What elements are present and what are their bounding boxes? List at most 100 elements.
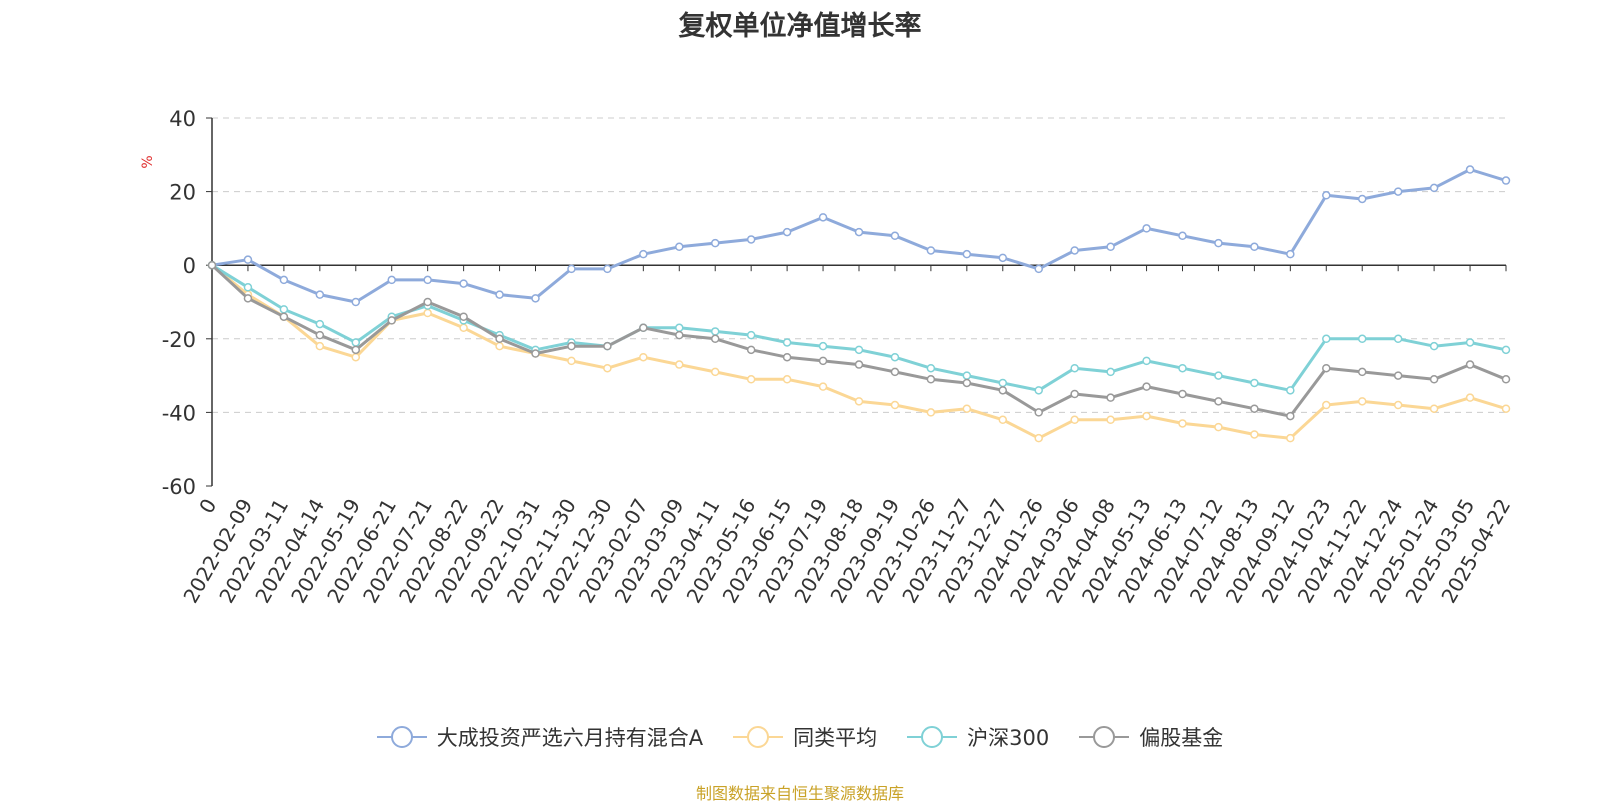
data-point: [1142, 224, 1151, 233]
data-point: [351, 345, 361, 355]
data-point: [1178, 231, 1187, 241]
data-point: [1070, 363, 1079, 373]
data-point: [675, 242, 684, 252]
legend-icon-circle: [390, 726, 413, 748]
data-point: [1429, 404, 1439, 413]
data-point: [782, 338, 792, 347]
data-point: [1286, 249, 1295, 259]
data-point: [926, 375, 936, 384]
data-point: [1322, 334, 1331, 344]
data-point: [746, 345, 756, 355]
data-point: [926, 408, 936, 417]
legend-item[interactable]: 同类平均: [733, 722, 877, 752]
data-point: [1178, 389, 1187, 399]
data-point: [854, 360, 864, 369]
legend-item[interactable]: 沪深300: [907, 722, 1049, 752]
data-point: [1178, 419, 1187, 428]
series-line: [210, 264, 1507, 418]
data-point: [279, 305, 289, 314]
data-point: [675, 323, 684, 333]
data-point: [1429, 341, 1439, 351]
y-tick-label: -20: [162, 328, 196, 352]
data-point: [998, 253, 1008, 263]
data-point: [603, 341, 612, 351]
series-line: [211, 263, 1507, 392]
data-point: [998, 378, 1008, 388]
data-point: [279, 312, 289, 321]
legend-item[interactable]: 大成投资严选六月持有混合A: [376, 722, 703, 752]
data-point: [890, 352, 900, 362]
data-point: [1214, 238, 1223, 248]
data-point: [818, 382, 828, 391]
data-point: [1501, 404, 1511, 413]
data-point: [243, 255, 253, 264]
data-point: [1357, 194, 1367, 204]
data-point: [531, 294, 540, 303]
chart-title: 复权单位净值增长率: [678, 11, 922, 42]
data-point: [1142, 382, 1151, 391]
y-axis: 40 20 0 -20 -40 -60: [162, 107, 213, 499]
data-point: [1465, 360, 1475, 369]
legend-label: 偏股基金: [1139, 726, 1224, 750]
data-point: [818, 213, 828, 222]
data-point: [962, 404, 972, 413]
data-point: [315, 319, 325, 329]
data-point: [746, 235, 756, 244]
data-point: [1106, 415, 1115, 425]
data-point: [1106, 393, 1115, 402]
data-point: [639, 249, 648, 259]
data-point: [1357, 367, 1367, 377]
legend-item[interactable]: 偏股基金: [1079, 722, 1223, 752]
data-point: [746, 375, 756, 384]
data-point: [890, 231, 900, 241]
x-tick-label: 0: [194, 495, 221, 518]
data-point: [423, 297, 432, 307]
data-point: [1034, 386, 1043, 395]
data-point: [926, 246, 936, 255]
legend-line-circle-icon: [1079, 726, 1130, 748]
data-point: [710, 327, 720, 336]
data-point: [315, 330, 325, 340]
y-tick-label: 0: [183, 254, 196, 278]
data-point: [710, 334, 720, 344]
data-point: [279, 275, 289, 285]
data-point: [854, 345, 864, 355]
data-point: [423, 275, 432, 285]
data-point: [495, 290, 504, 299]
data-point: [1465, 165, 1475, 174]
data-point: [746, 330, 756, 340]
data-point: [1070, 415, 1079, 425]
series-layer: [207, 165, 1511, 443]
data-point: [603, 264, 612, 274]
data-point: [1357, 334, 1367, 344]
data-point: [1465, 338, 1475, 347]
data-point: [1322, 363, 1331, 373]
x-axis: 02022-02-092022-03-112022-04-142022-05-1…: [178, 264, 1515, 607]
legend-line-circle-icon: [907, 726, 958, 748]
legend-icon-circle: [747, 726, 770, 748]
data-point: [998, 386, 1008, 395]
data-point: [818, 341, 828, 351]
data-point: [1393, 334, 1403, 344]
data-point: [710, 238, 720, 248]
series-沪深300: [207, 260, 1511, 395]
data-point: [1429, 183, 1439, 193]
data-point: [1501, 375, 1511, 384]
y-axis-label: %: [140, 155, 156, 168]
data-point: [962, 249, 972, 259]
data-point: [207, 260, 217, 270]
data-point: [1286, 433, 1295, 443]
data-point: [1142, 411, 1151, 421]
data-point: [1214, 422, 1223, 432]
data-point: [962, 378, 972, 388]
data-point: [495, 334, 504, 344]
data-point: [1106, 242, 1115, 252]
data-point: [926, 363, 936, 373]
legend-icon-circle: [921, 726, 944, 748]
data-point: [1070, 246, 1079, 255]
data-point: [890, 400, 900, 410]
data-point: [351, 297, 361, 307]
data-point: [854, 227, 864, 237]
data-point: [675, 330, 684, 340]
data-point: [1214, 397, 1223, 406]
